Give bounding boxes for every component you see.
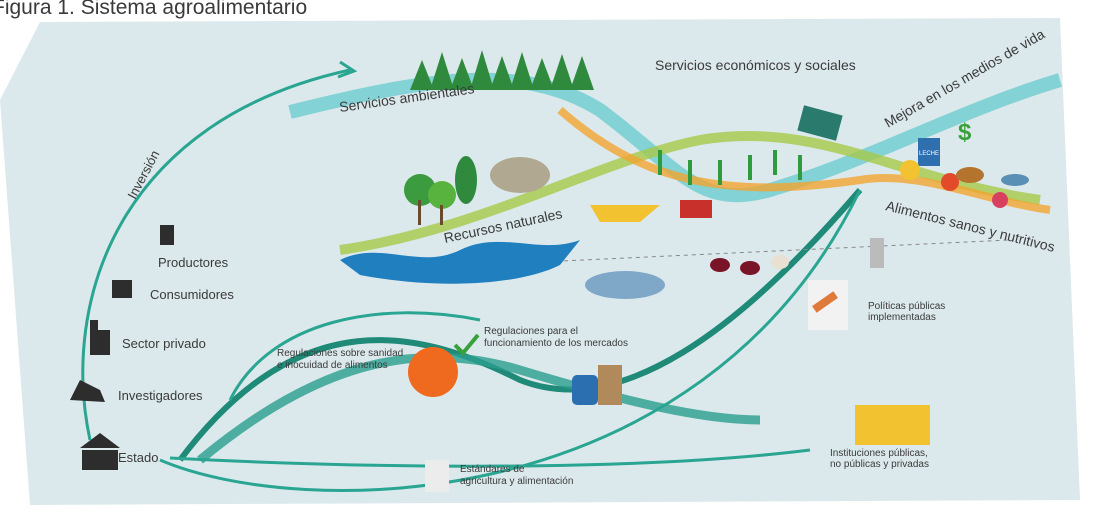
service-label: Servicios económicos y sociales [655,57,856,73]
text-line: implementadas [868,312,936,323]
text-line: no públicas y privadas [830,459,929,470]
fish [585,271,665,299]
text-line: Regulaciones sobre sanidad [277,348,403,359]
actor-label: Productores [158,255,229,270]
diagram: Figura 1. Sistema agroalimentario LECHE … [0,0,1101,517]
text-line: Estándares de [460,464,525,475]
tomato [408,347,458,397]
actor-label: Estado [118,450,158,465]
page: Figura 1. Sistema agroalimentario LECHE … [0,0,1101,517]
document [425,460,449,492]
cow [490,157,550,193]
outcome-label: Instituciones públicas,no públicas y pri… [830,448,929,470]
tractor [680,200,712,218]
text-line: Políticas públicas [868,301,945,312]
building [855,405,930,445]
actor-label: Consumidores [150,287,234,302]
text-line: e inocuidad de alimentos [277,360,388,371]
text-line: Instituciones públicas, [830,448,928,459]
bin [870,238,884,268]
bag [572,375,598,405]
text-line: agricultura y alimentación [460,476,573,487]
milk-label: LECHE [919,151,939,157]
text-line: funcionamiento de los mercados [484,338,628,349]
text-line: Regulaciones para el [484,326,578,337]
bag [598,365,622,405]
actor-label: Investigadores [118,388,203,403]
actor-label: Sector privado [122,336,206,351]
figure-title: Figura 1. Sistema agroalimentario [0,0,307,19]
svg-text:$: $ [958,119,972,146]
